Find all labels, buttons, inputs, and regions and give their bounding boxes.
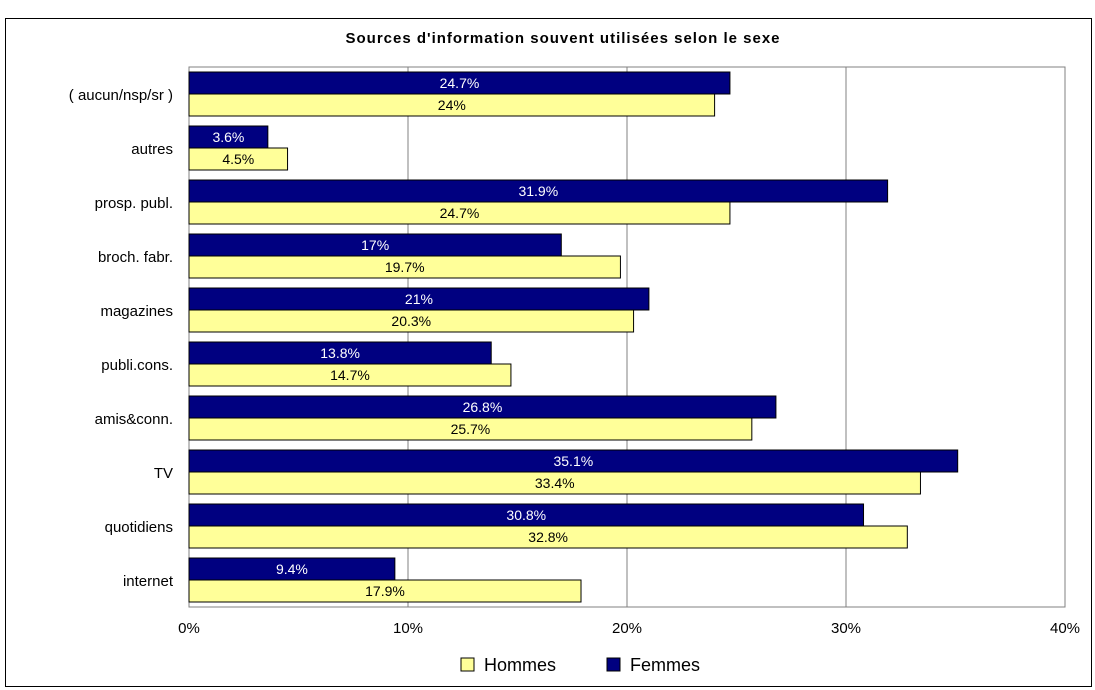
- chart-title: Sources d'information souvent utilisées …: [345, 30, 780, 47]
- chart-frame: Sources d'information souvent utilisées …: [5, 18, 1092, 687]
- bar-hommes: [188, 93, 716, 117]
- legend-label-femmes: Femmes: [630, 655, 700, 675]
- data-label-femmes: 26.8%: [463, 399, 503, 415]
- data-label-hommes: 25.7%: [451, 421, 491, 437]
- category-label: ( aucun/nsp/sr ): [69, 87, 173, 104]
- data-label-hommes: 17.9%: [365, 583, 405, 599]
- bar-hommes: [188, 201, 731, 225]
- bar-hommes: [188, 309, 635, 333]
- bar-chart: Sources d'information souvent utilisées …: [69, 30, 1080, 675]
- category-label: autres: [131, 141, 173, 158]
- x-tick-label: 20%: [612, 620, 642, 637]
- data-label-femmes: 31.9%: [518, 183, 558, 199]
- category-label: internet: [123, 573, 174, 590]
- category-label: prosp. publ.: [95, 195, 173, 212]
- legend-swatch-hommes: [460, 657, 475, 672]
- legend-swatch-femmes: [606, 657, 621, 672]
- bar-hommes: [188, 255, 621, 279]
- category-label: publi.cons.: [101, 357, 173, 374]
- data-label-hommes: 14.7%: [330, 367, 370, 383]
- bar-hommes: [188, 417, 753, 441]
- category-label: TV: [154, 465, 173, 482]
- category-label: quotidiens: [105, 519, 173, 536]
- data-label-femmes: 17%: [361, 237, 389, 253]
- data-label-femmes: 35.1%: [553, 453, 593, 469]
- data-label-hommes: 20.3%: [391, 313, 431, 329]
- bar-hommes: [188, 471, 921, 495]
- x-tick-label: 40%: [1050, 620, 1080, 637]
- x-tick-label: 0%: [178, 620, 200, 637]
- data-label-hommes: 19.7%: [385, 259, 425, 275]
- bar-hommes: [188, 363, 512, 387]
- data-label-hommes: 33.4%: [535, 475, 575, 491]
- category-label: magazines: [100, 303, 173, 320]
- data-label-femmes: 30.8%: [506, 507, 546, 523]
- data-label-hommes: 4.5%: [222, 151, 254, 167]
- data-label-femmes: 9.4%: [276, 561, 308, 577]
- data-label-femmes: 24.7%: [440, 75, 480, 91]
- x-tick-label: 30%: [831, 620, 861, 637]
- data-label-femmes: 3.6%: [212, 129, 244, 145]
- bar-hommes: [188, 579, 582, 603]
- bar-hommes: [188, 525, 908, 549]
- data-label-hommes: 32.8%: [528, 529, 568, 545]
- bar-hommes: [188, 147, 289, 171]
- category-label: broch. fabr.: [98, 249, 173, 266]
- data-label-hommes: 24.7%: [440, 205, 480, 221]
- data-label-femmes: 21%: [405, 291, 433, 307]
- data-label-femmes: 13.8%: [320, 345, 360, 361]
- legend: Hommes Femmes: [460, 655, 700, 675]
- category-label: amis&conn.: [95, 411, 173, 428]
- legend-label-hommes: Hommes: [484, 655, 556, 675]
- x-tick-label: 10%: [393, 620, 423, 637]
- data-label-hommes: 24%: [438, 97, 466, 113]
